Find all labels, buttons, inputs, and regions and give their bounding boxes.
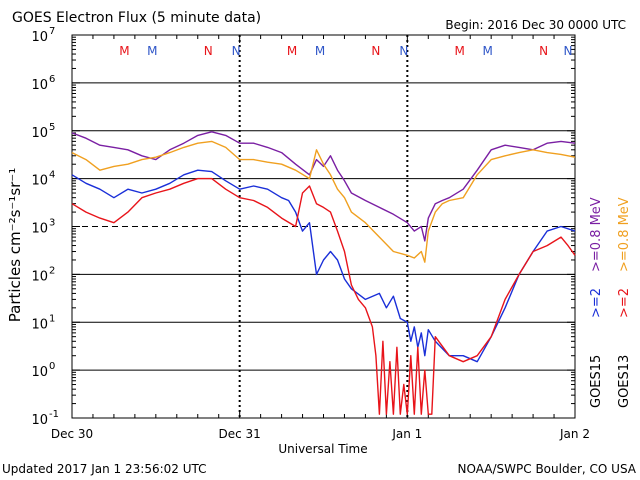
- y-tick-label: 10 1: [31, 313, 55, 332]
- y-tick-label: 10 4: [31, 170, 55, 189]
- y-tick-base: 10: [31, 269, 48, 284]
- updated-timestamp: Updated 2017 Jan 1 23:56:02 UTC: [2, 462, 207, 476]
- mn-marker: M: [315, 44, 325, 58]
- legend-item-high: >=2: [617, 288, 632, 318]
- series-line-3: [71, 177, 576, 415]
- y-tick-base: 10: [31, 126, 48, 141]
- y-tick-exp: 6: [49, 74, 55, 85]
- y-tick-base: 10: [31, 317, 48, 332]
- y-tick-exp: 1: [49, 313, 55, 324]
- y-tick-base: 10: [31, 174, 48, 189]
- y-tick-exp: 0: [49, 361, 55, 372]
- y-axis-label: Particles cm⁻²s⁻¹sr⁻¹: [6, 168, 24, 322]
- mn-marker: N: [539, 44, 548, 58]
- x-tick-label: Dec 30: [51, 427, 93, 441]
- y-tick-base: 10: [31, 222, 48, 237]
- x-tick-label: Dec 31: [219, 427, 261, 441]
- y-tick-label: 10 3: [31, 218, 55, 237]
- y-tick-label: 10 5: [31, 122, 55, 141]
- series-line-1: [71, 140, 576, 263]
- mn-marker: M: [482, 44, 492, 58]
- legend-item-low: >=0.8 MeV: [589, 197, 604, 272]
- y-tick-exp: 7: [49, 26, 55, 37]
- y-tick-base: 10: [31, 78, 48, 93]
- x-tick-label: Jan 1: [391, 427, 422, 441]
- mn-marker: N: [371, 44, 380, 58]
- plot-area: [71, 34, 576, 419]
- y-tick-exp: 3: [49, 218, 55, 229]
- y-tick-exp: -1: [49, 409, 59, 420]
- x-axis-ticks: Dec 30 Dec 31 Jan 1 Jan 2: [51, 35, 590, 441]
- begin-label: Begin: 2016 Dec 30 0000 UTC: [445, 18, 626, 32]
- series-lines: [71, 131, 576, 415]
- y-tick-base: 10: [31, 30, 48, 45]
- series-line-0: [71, 131, 576, 242]
- legend-item-low: >=0.8 MeV: [617, 197, 632, 272]
- mn-marker: M: [147, 44, 157, 58]
- y-tick-label: 10 0: [31, 361, 55, 380]
- mn-marker: M: [119, 44, 129, 58]
- mn-marker: M: [287, 44, 297, 58]
- mn-marker: N: [204, 44, 213, 58]
- legend-item-high: >=2: [589, 288, 604, 318]
- y-tick-label: 10 2: [31, 265, 55, 284]
- y-tick-label: 10 -1: [31, 409, 59, 428]
- mn-marker: M: [455, 44, 465, 58]
- legend-satellite: GOES13: [617, 355, 632, 408]
- chart-title: GOES Electron Flux (5 minute data): [12, 10, 261, 26]
- y-tick-exp: 2: [49, 265, 55, 276]
- y-tick-label: 10 7: [31, 26, 55, 45]
- mn-marker: N: [399, 44, 408, 58]
- mn-marker: N: [564, 44, 573, 58]
- x-tick-label: Jan 2: [559, 427, 590, 441]
- y-tick-base: 10: [31, 413, 48, 428]
- mn-marker: N: [232, 44, 241, 58]
- x-axis-label: Universal Time: [278, 442, 367, 456]
- credit-label: NOAA/SWPC Boulder, CO USA: [458, 462, 637, 476]
- series-line-2: [71, 169, 576, 363]
- y-tick-label: 10 6: [31, 74, 55, 93]
- y-tick-base: 10: [31, 365, 48, 380]
- legend-satellite: GOES15: [589, 355, 604, 408]
- legend: GOES15 >=2 >=0.8 MeV GOES13 >=2 >=0.8 MeV: [589, 197, 632, 408]
- y-tick-exp: 5: [49, 122, 55, 133]
- y-tick-exp: 4: [49, 170, 55, 181]
